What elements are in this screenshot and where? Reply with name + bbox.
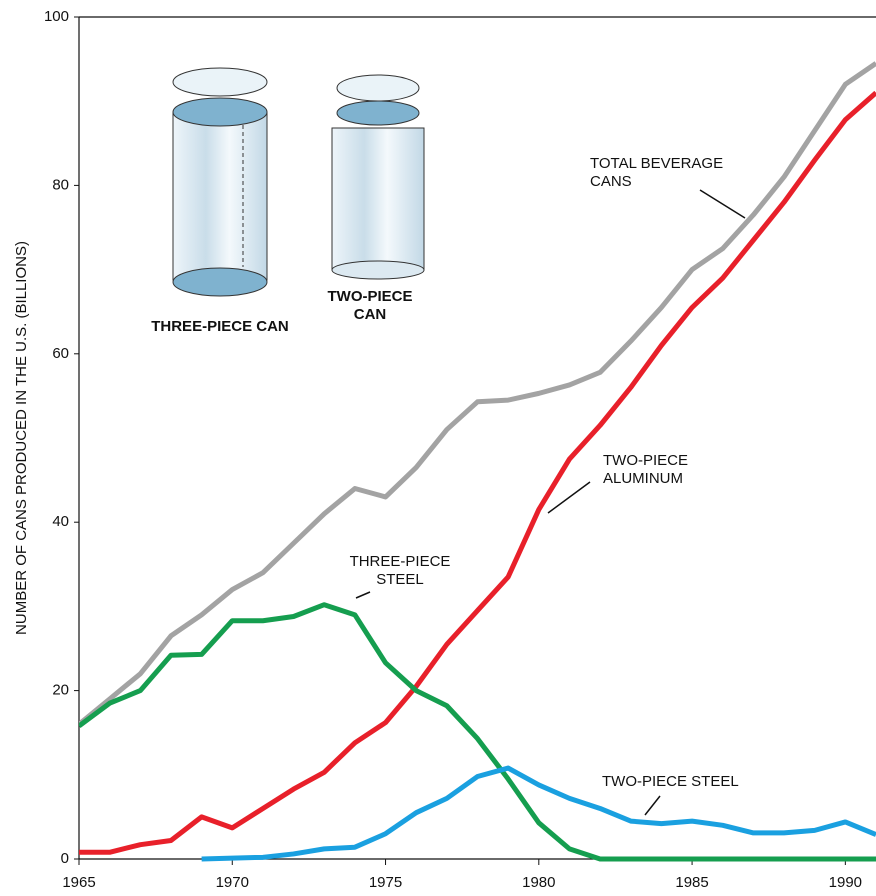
series-line <box>79 61 876 727</box>
series-label: THREE-PIECE STEEL <box>349 553 451 588</box>
series-line <box>79 90 876 855</box>
y-tick-label: 20 <box>52 682 69 699</box>
x-tick-label: 1985 <box>675 874 708 891</box>
series-line <box>201 765 876 862</box>
y-tick-label: 40 <box>52 513 69 530</box>
series-label: TWO-PIECE STEEL <box>602 773 739 790</box>
y-tick-label: 80 <box>52 176 69 193</box>
series-label: TOTAL BEVERAGE CANS <box>590 155 724 190</box>
leader-lines <box>355 189 746 816</box>
series-line <box>79 602 876 862</box>
x-tick-label: 1965 <box>62 874 95 891</box>
illustration-label: TWO-PIECE CAN <box>327 288 413 323</box>
x-tick-label: 1990 <box>829 874 862 891</box>
x-tick-label: 1970 <box>216 874 249 891</box>
x-tick-label: 1975 <box>369 874 402 891</box>
y-axis-title: NUMBER OF CANS PRODUCED IN THE U.S. (BIL… <box>13 241 30 635</box>
plot-lines <box>79 61 876 862</box>
y-tick-label: 60 <box>52 345 69 362</box>
can-illustrations <box>172 67 425 297</box>
x-tick-label: 1980 <box>522 874 555 891</box>
series-label: TWO-PIECE ALUMINUM <box>603 452 688 487</box>
y-tick-label: 0 <box>61 850 69 867</box>
illustration-label: THREE-PIECE CAN <box>151 318 289 335</box>
y-tick-label: 100 <box>44 8 69 25</box>
